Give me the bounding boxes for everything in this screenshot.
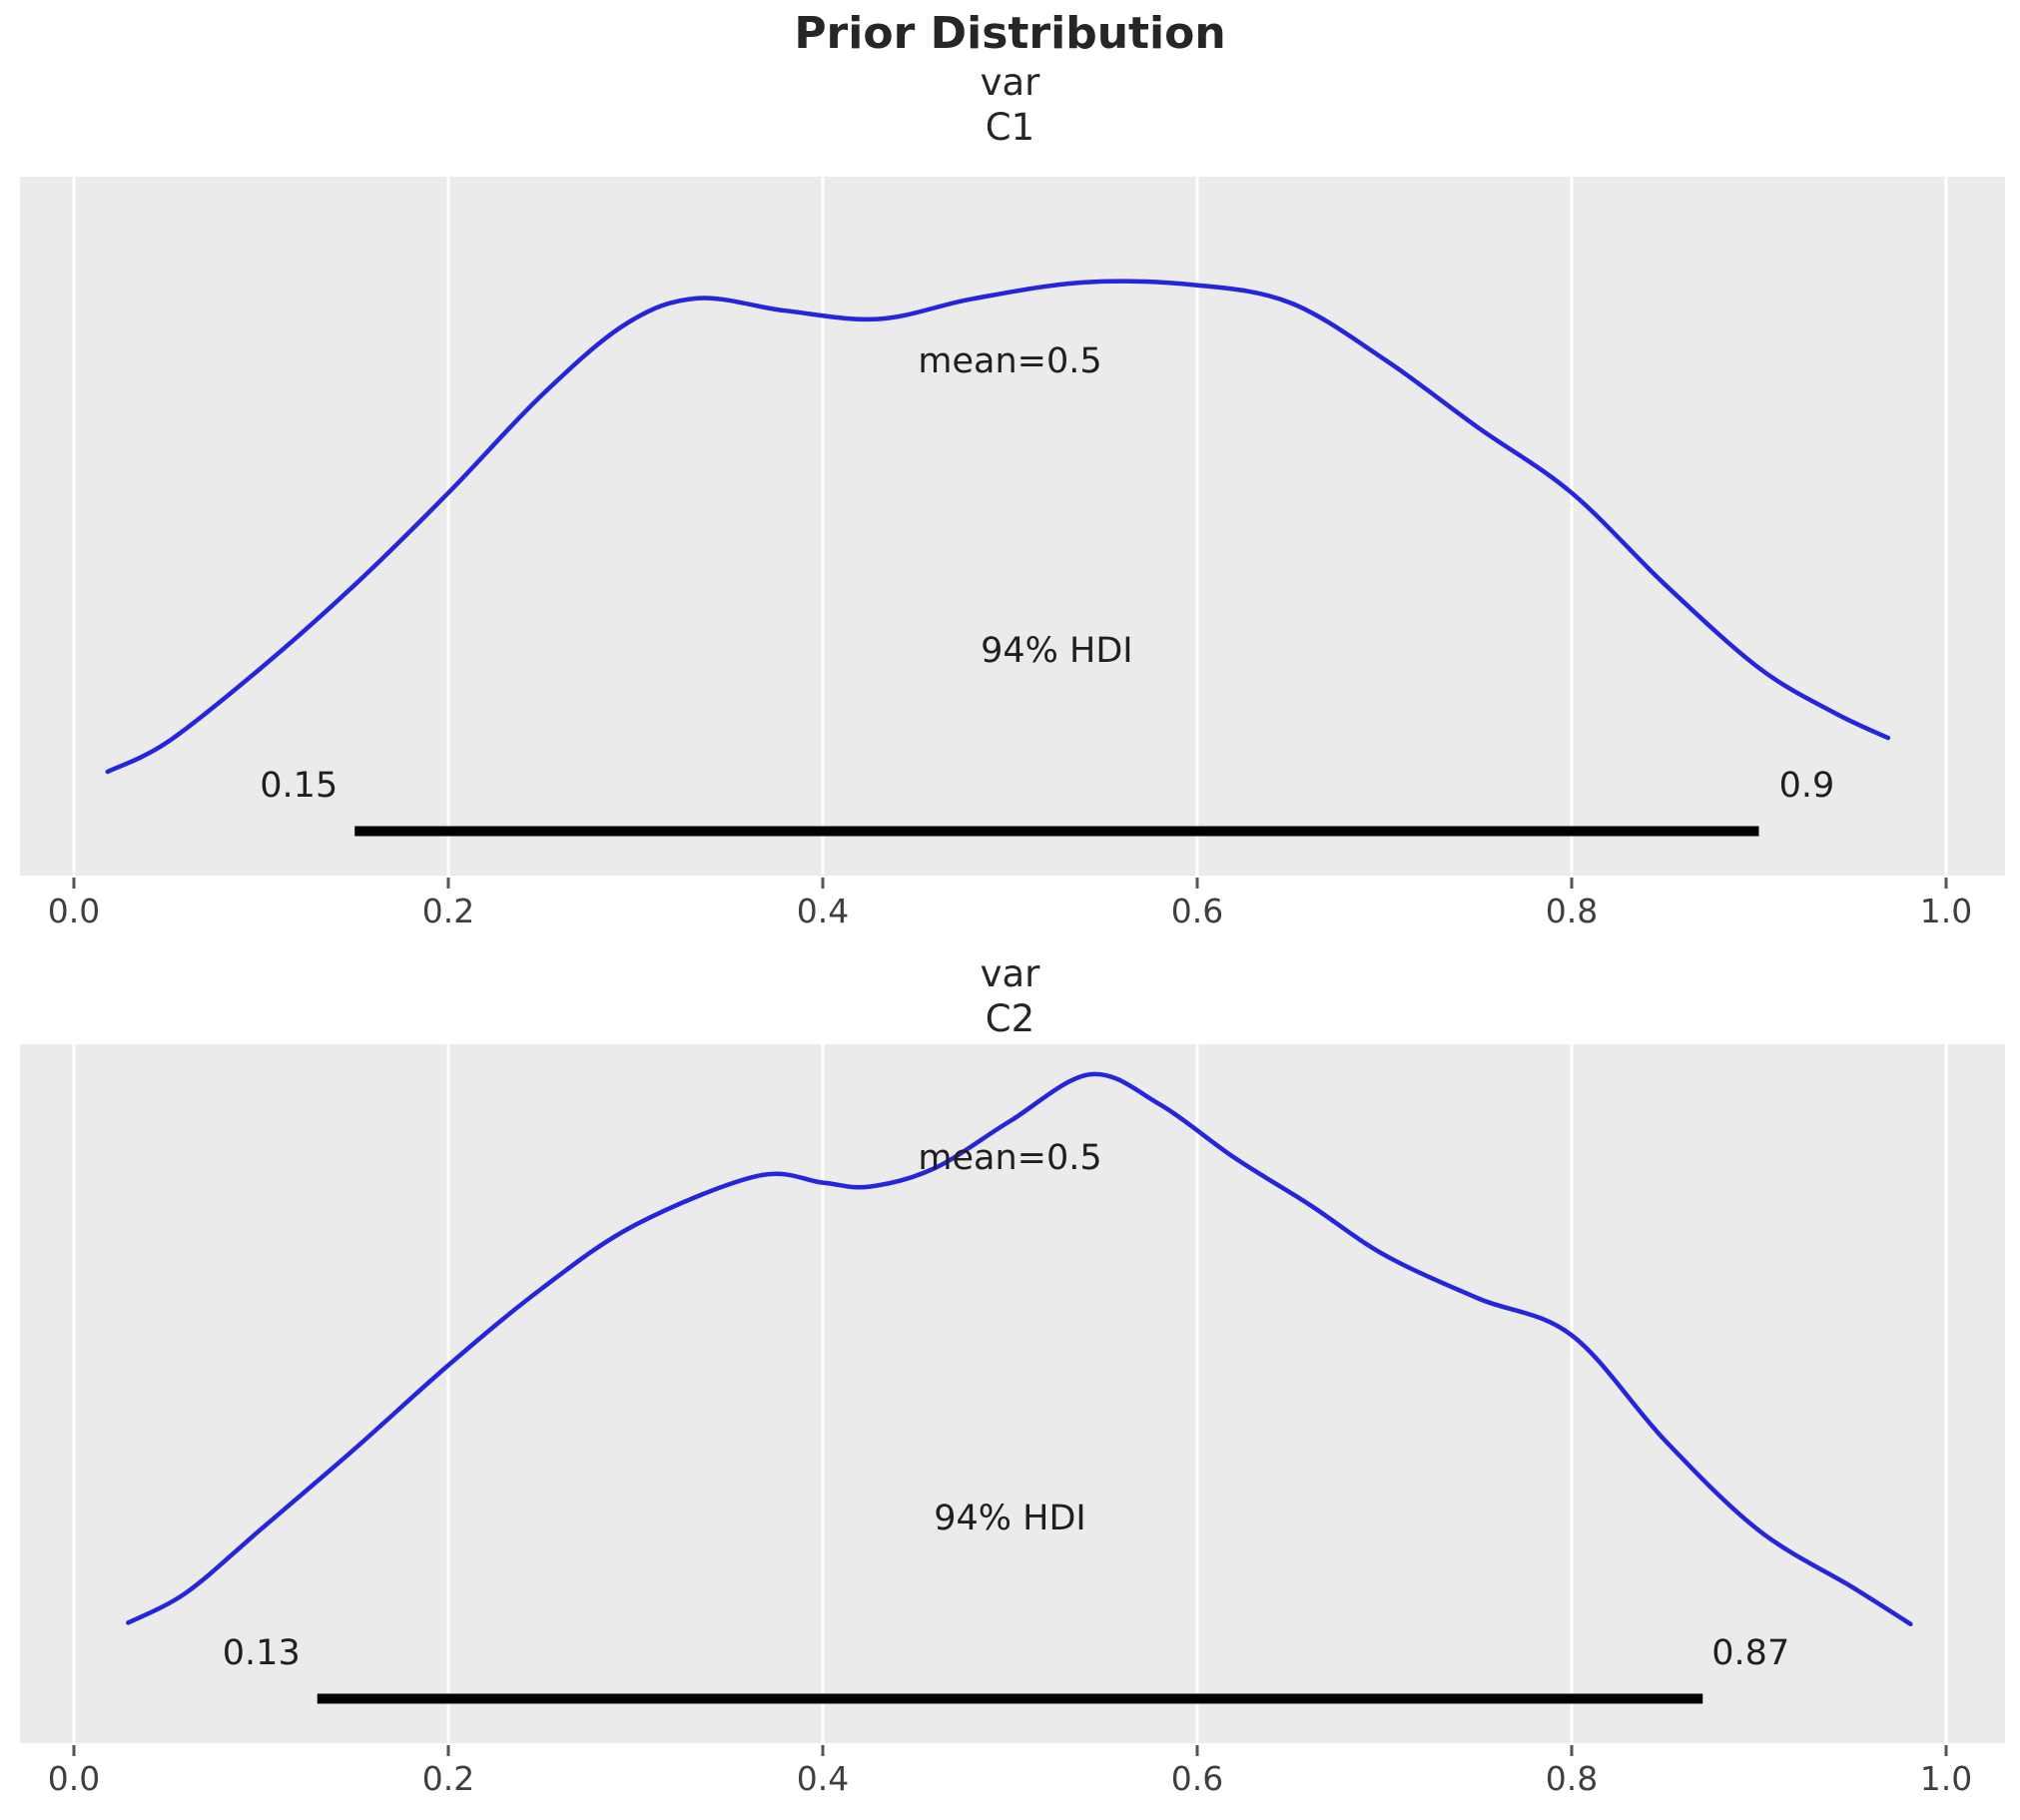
hdi-prob-label-c1: 94% HDI [981,630,1133,671]
x-tick-label: 0.6 [1170,1759,1224,1798]
hdi-upper-value-c2: 0.87 [1711,1633,1790,1674]
subplot-title-c2: var C2 [0,951,2020,1041]
figure-title: Prior Distribution [794,8,1226,59]
subplot-title-var-line: var [980,61,1040,104]
subplot-title-coord-line: C1 [985,106,1035,149]
hdi-upper-value-c1: 0.9 [1778,766,1835,807]
x-tick-label: 0.4 [796,892,850,930]
x-tick-label: 1.0 [1919,1759,1973,1798]
x-tick-mark [1570,1745,1574,1756]
kde-curve [126,1071,1913,1627]
kde-curve [105,279,1891,775]
hdi-lower-value-c2: 0.13 [222,1633,301,1674]
x-tick-label: 0.8 [1545,892,1599,930]
mean-annotation-c1: mean=0.5 [918,340,1102,381]
x-tick-label: 1.0 [1919,892,1973,930]
x-tick-label: 0.0 [47,1759,101,1798]
kde-curve-svg-c1 [72,177,1948,876]
subplot-title-coord-line: C2 [985,997,1035,1040]
x-tick-label: 0.2 [421,1759,475,1798]
x-tick-mark [1195,1745,1199,1756]
hdi-prob-label-c2: 94% HDI [934,1498,1086,1538]
subplot-title-var-line: var [980,952,1040,995]
x-tick-mark [1944,1745,1948,1756]
x-tick-mark [1570,878,1574,889]
x-tick-mark [72,1745,76,1756]
x-tick-mark [821,878,825,889]
x-axis-c1: 0.0 0.2 0.4 0.6 0.8 1.0 [0,876,2020,937]
plot-panel-c2: mean=0.5 94% HDI 0.13 0.87 [20,1044,2005,1743]
hdi-lower-value-c1: 0.15 [260,766,338,807]
x-tick-mark [821,1745,825,1756]
x-tick-label: 0.2 [421,892,475,930]
x-tick-label: 0.0 [47,892,101,930]
x-tick-label: 0.8 [1545,1759,1599,1798]
subplot-title-c1: var C1 [0,60,2020,150]
plot-panel-c1: mean=0.5 94% HDI 0.15 0.9 [20,177,2005,876]
x-tick-mark [72,878,76,889]
mean-annotation-c2: mean=0.5 [918,1138,1102,1179]
x-tick-mark [1944,878,1948,889]
x-tick-mark [446,1745,450,1756]
x-tick-label: 0.6 [1170,892,1224,930]
x-tick-mark [1195,878,1199,889]
x-tick-mark [446,878,450,889]
x-axis-c2: 0.0 0.2 0.4 0.6 0.8 1.0 [0,1743,2020,1805]
x-tick-label: 0.4 [796,1759,850,1798]
kde-curve-svg-c2 [72,1044,1948,1743]
